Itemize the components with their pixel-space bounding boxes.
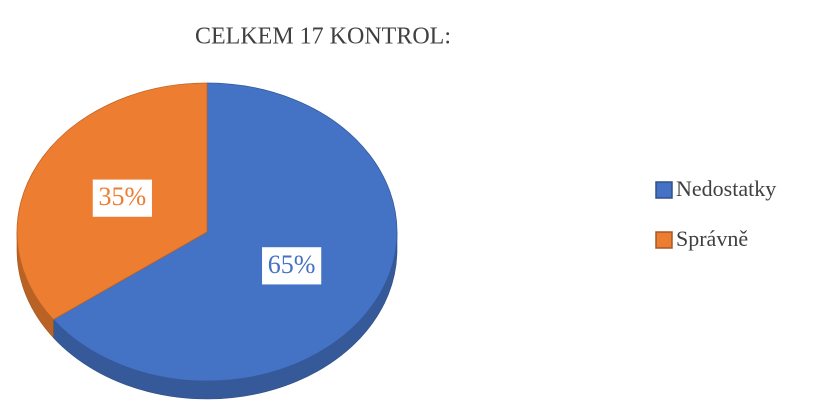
legend-label: Správně xyxy=(676,226,748,251)
data-label-box xyxy=(91,178,153,218)
data-label: 65% xyxy=(268,250,316,279)
data-label: 35% xyxy=(99,182,147,211)
slice xyxy=(52,82,398,382)
legend-swatch xyxy=(655,181,673,199)
legend-swatch xyxy=(655,231,673,249)
legend-label: Nedostatky xyxy=(676,176,776,201)
chart-title: CELKEM 17 KONTROL: xyxy=(195,24,451,50)
data-label-box xyxy=(261,246,323,286)
